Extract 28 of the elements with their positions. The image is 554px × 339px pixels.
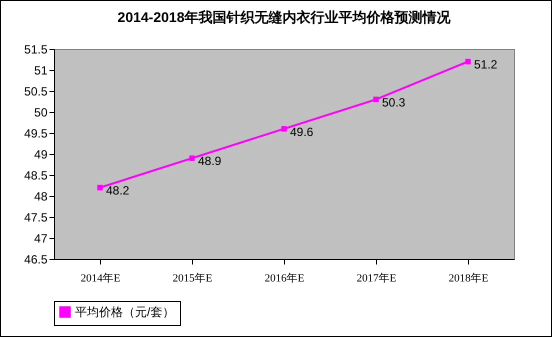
y-tick-label: 47 <box>34 232 48 246</box>
y-tick-label: 50 <box>34 106 48 120</box>
x-tick-label: 2018年E <box>448 272 489 284</box>
y-tick-label: 49.5 <box>24 126 48 140</box>
data-label: 48.2 <box>106 184 130 198</box>
data-label: 51.2 <box>474 58 498 72</box>
point <box>281 126 287 132</box>
y-tick-label: 51.5 <box>24 42 48 56</box>
y-tick-label: 48.5 <box>24 168 48 182</box>
y-tick-label: 49 <box>34 148 48 162</box>
y-tick-label: 46.5 <box>24 252 48 266</box>
y-tick-label: 47.5 <box>24 210 48 224</box>
data-label: 50.3 <box>382 95 406 110</box>
y-tick-label: 48 <box>34 190 48 204</box>
point <box>97 184 103 190</box>
x-tick-label: 2014年E <box>80 272 121 284</box>
data-label: 48.9 <box>198 154 222 168</box>
point <box>465 58 471 64</box>
x-tick-label: 2015年E <box>172 272 213 284</box>
point <box>373 96 379 102</box>
y-tick-label: 51 <box>34 64 48 78</box>
x-tick-label: 2017年E <box>356 272 397 284</box>
x-tick-label: 2016年E <box>264 272 305 284</box>
point <box>189 155 195 161</box>
data-label: 49.6 <box>290 124 314 139</box>
y-tick-label: 50.5 <box>24 84 48 98</box>
chart-title: 2014-2018年我国针织无缝内衣行业平均价格预测情况 <box>118 9 452 25</box>
legend-label: 平均价格（元/套） <box>75 305 174 319</box>
